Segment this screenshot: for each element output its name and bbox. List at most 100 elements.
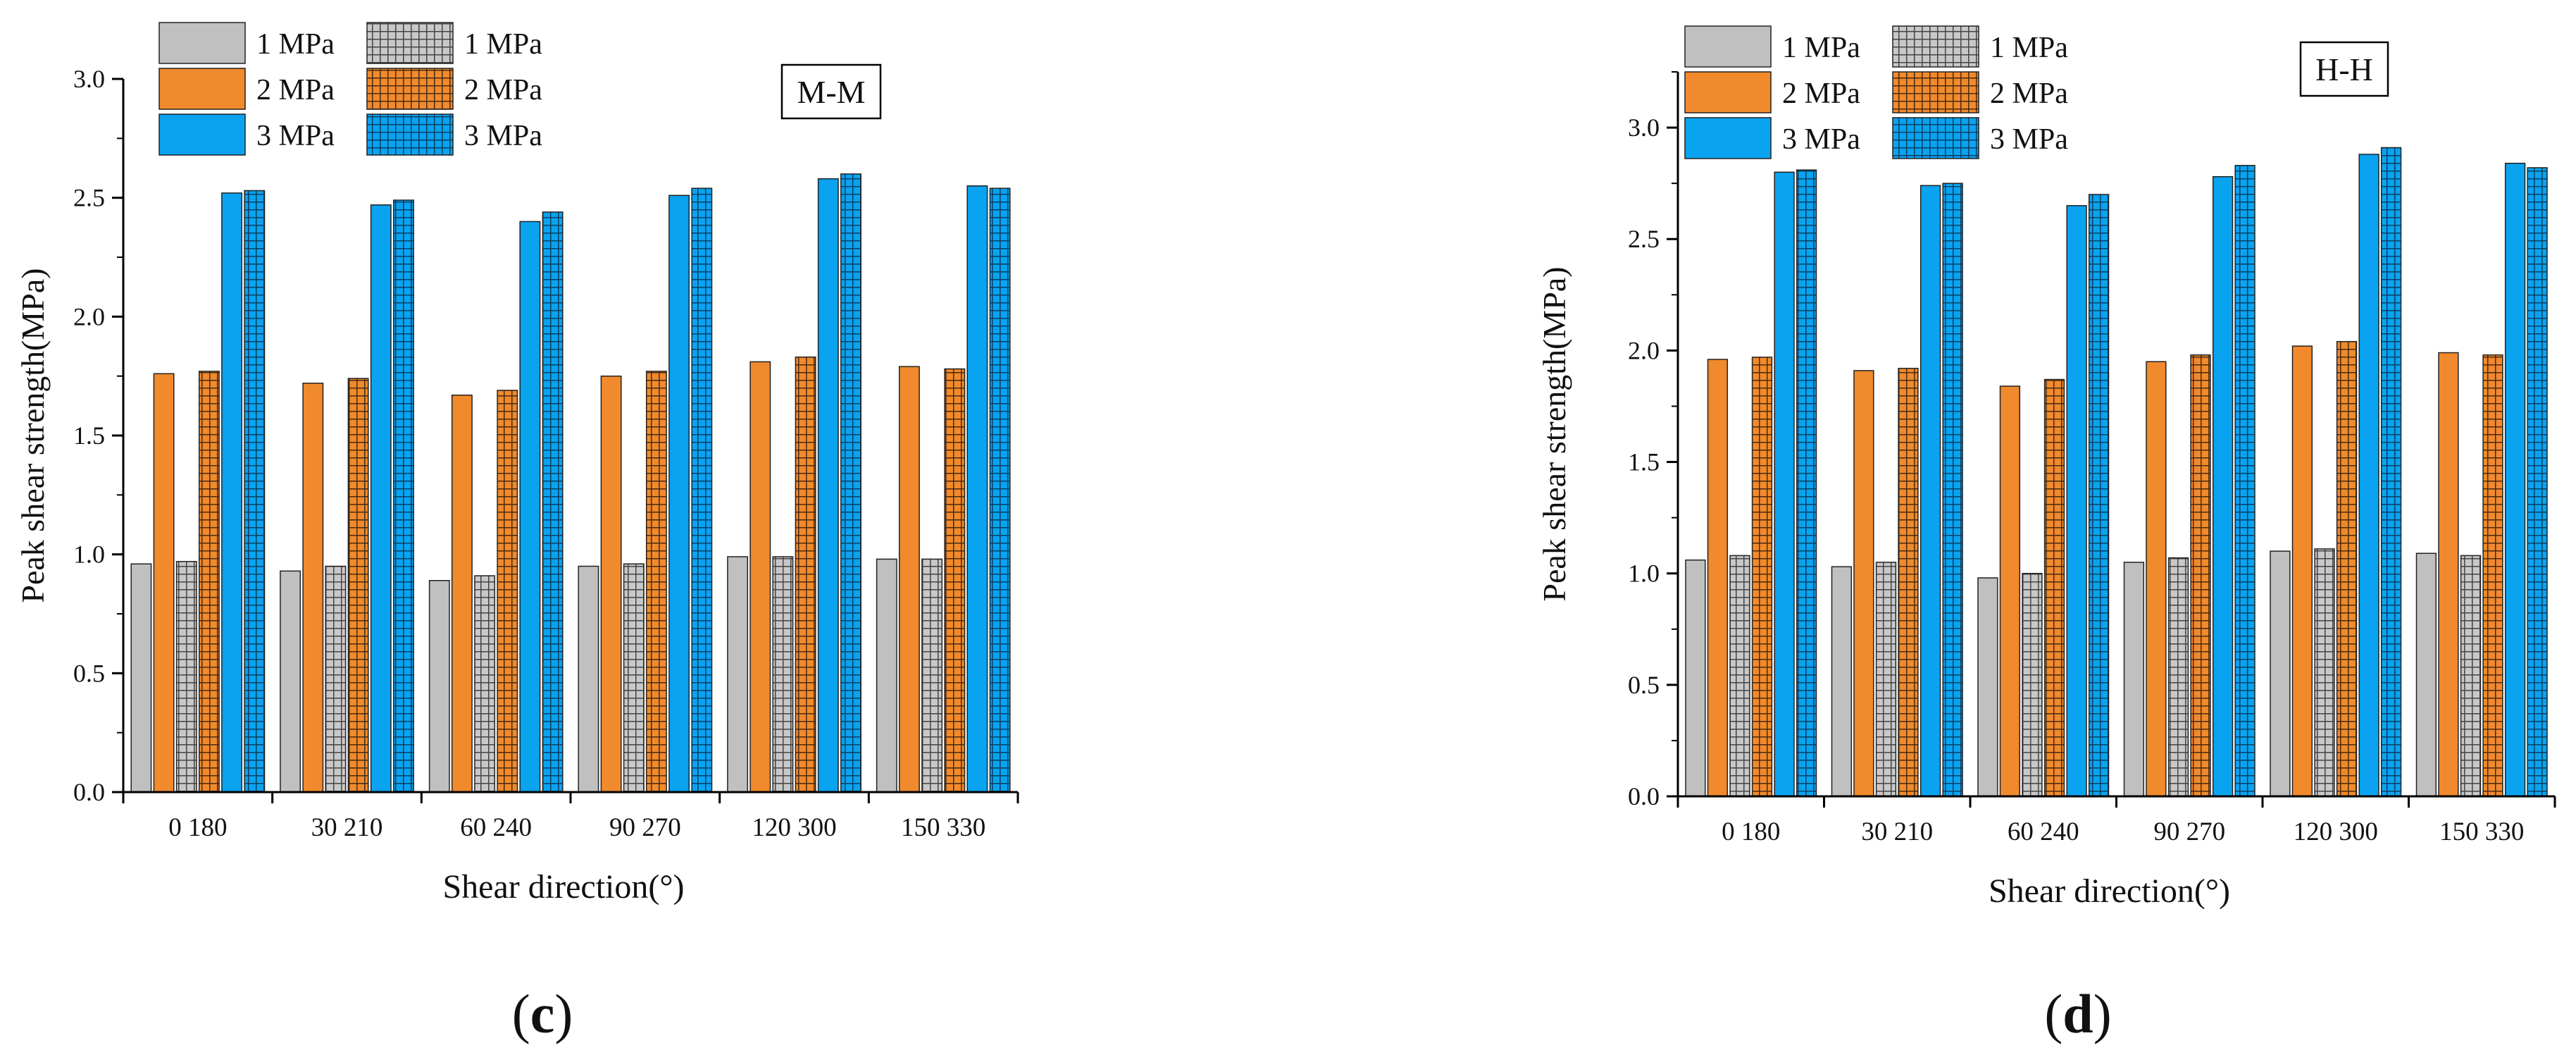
- bar-0-180-3-mpa-solid: [1774, 171, 1795, 797]
- bar-0-180-2-mpa-solid: [1707, 359, 1729, 797]
- bar-30-210-3-mpa-grid: [1942, 183, 1963, 797]
- bar-0-180-1-mpa-grid: [1729, 555, 1750, 797]
- bar-30-210-1-mpa-grid: [1875, 562, 1897, 797]
- bar-60-240-1-mpa-solid: [428, 580, 450, 793]
- chart-h-h: 0.0 0.5 1.0 1.5 2.0 2.5 3.0 0 180 30 210 60 240 90…: [1536, 25, 2556, 910]
- legend-swatch: [366, 113, 454, 156]
- bar-30-210-2-mpa-grid: [1898, 367, 1919, 797]
- bar-60-240-3-mpa-solid: [2066, 205, 2087, 797]
- bar-120-300-2-mpa-solid: [749, 361, 771, 793]
- bar-0-180-2-mpa-grid: [198, 371, 220, 793]
- bar-90-270-3-mpa-grid: [2234, 165, 2255, 797]
- y-tick-label: 1.0: [1628, 560, 1660, 588]
- legend-item-2-mpa-solid: 2 MPa: [1684, 71, 1860, 113]
- bar-90-270-2-mpa-solid: [2146, 361, 2167, 797]
- bar-150-330-1-mpa-solid: [2415, 552, 2437, 797]
- y-tick-label: 2.0: [1628, 336, 1660, 364]
- bar-30-210-2-mpa-solid: [1853, 370, 1874, 797]
- legend-label: 2 MPa: [1782, 78, 1860, 110]
- y-tick-label: 3.0: [73, 65, 105, 93]
- legend-label: 3 MPa: [1990, 123, 2068, 156]
- bar-120-300-3-mpa-grid: [840, 173, 861, 793]
- y-axis-label: Peak shear strength(MPa): [1536, 266, 1572, 601]
- legend-item-1-mpa-grid: 1 MPa: [1892, 25, 2068, 68]
- legend-item-3-mpa-solid: 3 MPa: [1684, 117, 1860, 159]
- title-frame: [2299, 41, 2389, 97]
- legend-label: 3 MPa: [1782, 123, 1860, 156]
- bar-150-330-2-mpa-solid: [898, 366, 920, 793]
- legend-item-2-mpa-solid: 2 MPa: [158, 68, 335, 110]
- bar-60-240-1-mpa-grid: [2022, 572, 2043, 797]
- panel-label-d: (d): [2044, 983, 2111, 1044]
- y-tick-label: 2.5: [73, 184, 105, 212]
- bar-120-300-2-mpa-grid: [795, 356, 816, 793]
- bar-120-300-3-mpa-solid: [2358, 154, 2379, 797]
- bars: [1685, 147, 2548, 797]
- bar-90-270-1-mpa-grid: [623, 563, 645, 793]
- legend-swatch: [1892, 117, 1979, 159]
- title-frame: [780, 63, 882, 120]
- y-tick-label: 2.5: [1628, 225, 1660, 253]
- bar-30-210-3-mpa-grid: [393, 199, 414, 793]
- legend: 1 MPa 1 MPa 2 MPa 2 MPa 3 MPa 3 MPa: [158, 22, 542, 156]
- legend-swatch: [366, 68, 454, 110]
- bar-90-270-2-mpa-solid: [600, 375, 622, 793]
- legend-swatch: [158, 68, 246, 110]
- bar-30-210-1-mpa-solid: [280, 570, 301, 793]
- x-tick-label-150-330: 150 330: [2439, 817, 2524, 846]
- bar-150-330-2-mpa-grid: [2482, 354, 2503, 797]
- bars: [130, 173, 1011, 793]
- y-axis-label: Peak shear strength(MPa): [15, 268, 51, 603]
- legend-label: 1 MPa: [1782, 32, 1860, 64]
- bar-60-240-2-mpa-grid: [497, 390, 518, 793]
- legend-swatch: [1684, 71, 1772, 113]
- bar-90-270-3-mpa-solid: [668, 195, 690, 793]
- bar-120-300-3-mpa-grid: [2380, 147, 2402, 797]
- bar-150-330-3-mpa-grid: [989, 187, 1011, 793]
- bar-120-300-2-mpa-solid: [2291, 345, 2313, 797]
- bar-90-270-2-mpa-grid: [2190, 354, 2211, 797]
- chart-m-m: 0.0 0.5 1.0 1.5 2.0 2.5 3.0 0 180 30 210 60 240 90…: [15, 22, 1019, 906]
- bar-0-180-3-mpa-grid: [244, 190, 266, 793]
- bar-30-210-1-mpa-grid: [325, 565, 347, 793]
- legend-item-1-mpa-solid: 1 MPa: [158, 22, 335, 64]
- bar-0-180-1-mpa-grid: [175, 561, 197, 793]
- legend-item-1-mpa-solid: 1 MPa: [1684, 25, 1860, 68]
- bar-0-180-2-mpa-solid: [153, 373, 175, 793]
- legend-label: 2 MPa: [1990, 78, 2068, 110]
- bar-150-330-1-mpa-grid: [921, 558, 943, 793]
- legend-label: 1 MPa: [256, 28, 335, 61]
- x-tick-label-60-240: 60 240: [460, 813, 532, 842]
- bar-120-300-1-mpa-grid: [772, 556, 794, 793]
- chart-title-box: M-M: [780, 63, 882, 120]
- bar-120-300-1-mpa-solid: [727, 556, 749, 793]
- legend-item-3-mpa-solid: 3 MPa: [158, 113, 335, 156]
- y-tick-label: 0.0: [1628, 782, 1660, 810]
- bar-90-270-3-mpa-grid: [691, 187, 713, 793]
- legend: 1 MPa 1 MPa 2 MPa 2 MPa 3 MPa 3 MPa: [1684, 25, 2068, 159]
- bar-150-330-3-mpa-solid: [966, 185, 988, 793]
- bar-30-210-2-mpa-grid: [347, 378, 369, 793]
- y-tick-label: 1.5: [73, 421, 105, 450]
- bar-0-180-1-mpa-solid: [130, 563, 152, 793]
- chart-title-box: H-H: [2299, 41, 2389, 97]
- x-tick-label-0-180: 0 180: [168, 813, 227, 842]
- x-tick-label-30-210: 30 210: [311, 813, 383, 842]
- legend-swatch: [366, 22, 454, 64]
- x-axis-label: Shear direction(°): [442, 868, 684, 906]
- bar-90-270-1-mpa-grid: [2167, 557, 2189, 797]
- x-tick-label-0-180: 0 180: [1722, 817, 1780, 846]
- legend-label: 2 MPa: [256, 74, 335, 106]
- bar-0-180-3-mpa-solid: [221, 192, 243, 793]
- bar-90-270-2-mpa-grid: [645, 371, 667, 793]
- legend-label: 3 MPa: [256, 120, 335, 152]
- bar-60-240-2-mpa-grid: [2043, 378, 2065, 797]
- x-tick-label-90-270: 90 270: [609, 813, 681, 842]
- x-tick-label-30-210: 30 210: [1861, 817, 1933, 846]
- chart-title: H-H: [2315, 51, 2373, 87]
- y-tick-label: 1.0: [73, 541, 105, 569]
- legend-swatch: [158, 113, 246, 156]
- legend-swatch: [158, 22, 246, 64]
- bar-0-180-3-mpa-grid: [1796, 169, 1817, 797]
- bar-30-210-3-mpa-solid: [1919, 185, 1941, 797]
